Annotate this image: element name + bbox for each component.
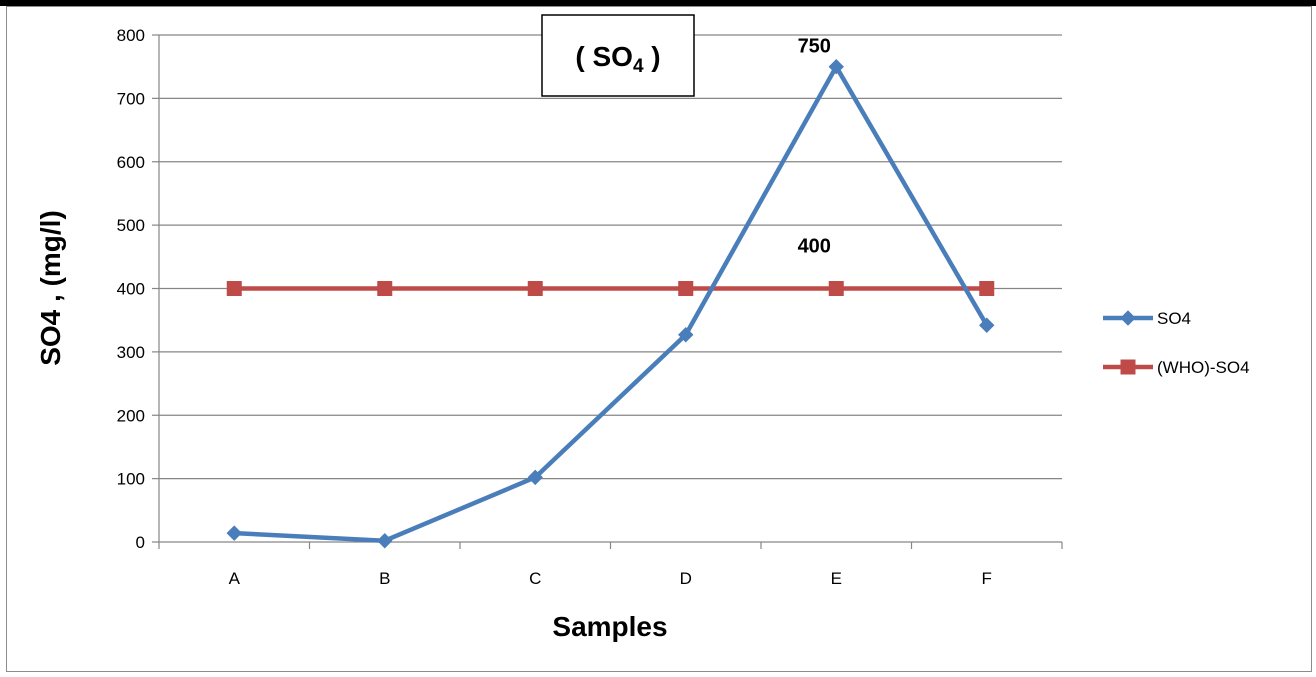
y-tick-label: 600 [117, 153, 145, 172]
data-point-so4 [226, 525, 242, 541]
y-tick-label: 100 [117, 470, 145, 489]
chart-title-box: ( SO4 ) [541, 14, 695, 97]
data-point-who-so4 [678, 281, 694, 296]
series-lines [234, 64, 989, 543]
series-line-so4 [234, 64, 989, 543]
y-tick-label: 0 [136, 533, 145, 552]
x-tick-label: A [229, 569, 241, 588]
legend-label: (WHO)-SO4 [1157, 358, 1250, 377]
data-point-so4 [828, 58, 844, 75]
series-markers [226, 58, 995, 549]
data-point-who-so4 [377, 281, 393, 296]
x-tick-label: E [831, 569, 842, 588]
x-tick-label: F [982, 569, 992, 588]
data-point-who-so4 [979, 281, 995, 296]
data-point-so4 [979, 317, 995, 333]
data-label: 400 [798, 236, 831, 258]
data-point-so4 [527, 469, 543, 486]
data-point-who-so4 [226, 281, 242, 296]
legend-label: SO4 [1157, 309, 1191, 328]
chart-title: ( SO4 ) [575, 41, 660, 77]
data-point-so4 [377, 533, 393, 549]
x-tick-labels: A B C D E F [229, 569, 992, 588]
chart-frame [6, 6, 1312, 672]
x-tick-label: B [379, 569, 390, 588]
gridlines [159, 34, 1062, 480]
y-tick-label: 400 [117, 280, 145, 299]
x-tick-label: D [680, 569, 692, 588]
x-tick-label: C [529, 569, 541, 588]
legend-swatch-marker [1120, 310, 1136, 326]
legend: SO4 (WHO)-SO4 [1103, 309, 1250, 377]
data-point-so4 [678, 327, 694, 343]
data-label: 750 [798, 36, 831, 58]
y-axis-title: SO4 , (mg/l) [35, 210, 66, 366]
y-tick-label: 800 [117, 26, 145, 45]
y-tick-label: 700 [117, 89, 145, 108]
y-tick-label: 300 [117, 343, 145, 362]
data-labels: 750 400 [798, 36, 831, 258]
y-tick-label: 200 [117, 406, 145, 425]
axes [152, 34, 1063, 549]
data-point-who-so4 [828, 281, 844, 296]
data-point-who-so4 [527, 281, 543, 296]
y-tick-labels: 0 100 200 300 400 500 600 700 800 [117, 26, 145, 552]
legend-swatch-marker [1120, 359, 1136, 375]
top-border [0, 0, 1316, 6]
y-tick-label: 500 [117, 216, 145, 235]
x-axis-title: Samples [552, 611, 667, 642]
